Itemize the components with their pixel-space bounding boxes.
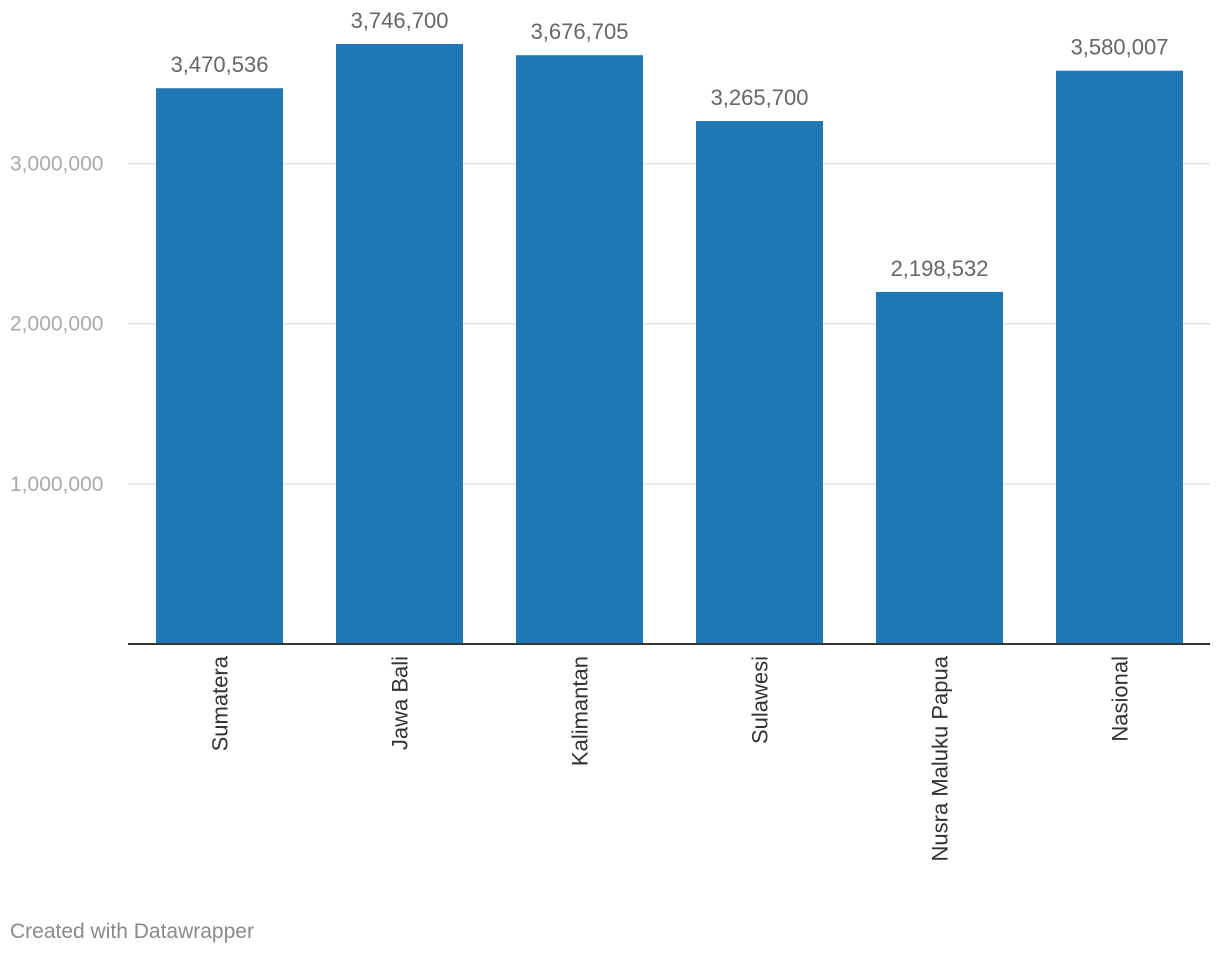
- bar-value-label: 3,470,536: [171, 52, 269, 77]
- credit-text: Created with Datawrapper: [10, 920, 254, 943]
- category-label: Jawa Bali: [388, 656, 413, 750]
- y-tick-label: 3,000,000: [10, 153, 103, 176]
- category-label: Sumatera: [208, 655, 233, 751]
- y-tick-label: 1,000,000: [10, 473, 103, 496]
- bar: [696, 121, 823, 645]
- bar: [156, 88, 283, 644]
- category-label: Nasional: [1108, 656, 1133, 742]
- y-axis-tick-labels: 1,000,000 2,000,000 3,000,000: [10, 153, 103, 496]
- bars: [156, 44, 1183, 645]
- gridlines: [128, 162, 1210, 485]
- bar: [876, 291, 1003, 644]
- bar-value-label: 3,676,705: [531, 19, 629, 44]
- bar-value-label: 3,746,700: [351, 8, 449, 33]
- category-label: Sulawesi: [748, 656, 773, 744]
- bar: [1056, 70, 1183, 644]
- bar: [336, 44, 463, 644]
- bar-value-label: 2,198,532: [891, 256, 989, 281]
- bar-value-label: 3,580,007: [1071, 35, 1169, 60]
- bar: [516, 55, 643, 645]
- y-tick-label: 2,000,000: [10, 313, 103, 336]
- x-axis-category-labels: Sumatera Jawa Bali Kalimantan Sulawesi Nusra…: [208, 655, 1133, 861]
- value-labels: 3,470,536 3,746,700 3,676,705 3,265,700 2,19…: [171, 8, 1169, 281]
- category-label: Nusra Maluku Papua: [928, 655, 953, 861]
- category-label: Kalimantan: [568, 656, 593, 766]
- bar-value-label: 3,265,700: [711, 85, 809, 110]
